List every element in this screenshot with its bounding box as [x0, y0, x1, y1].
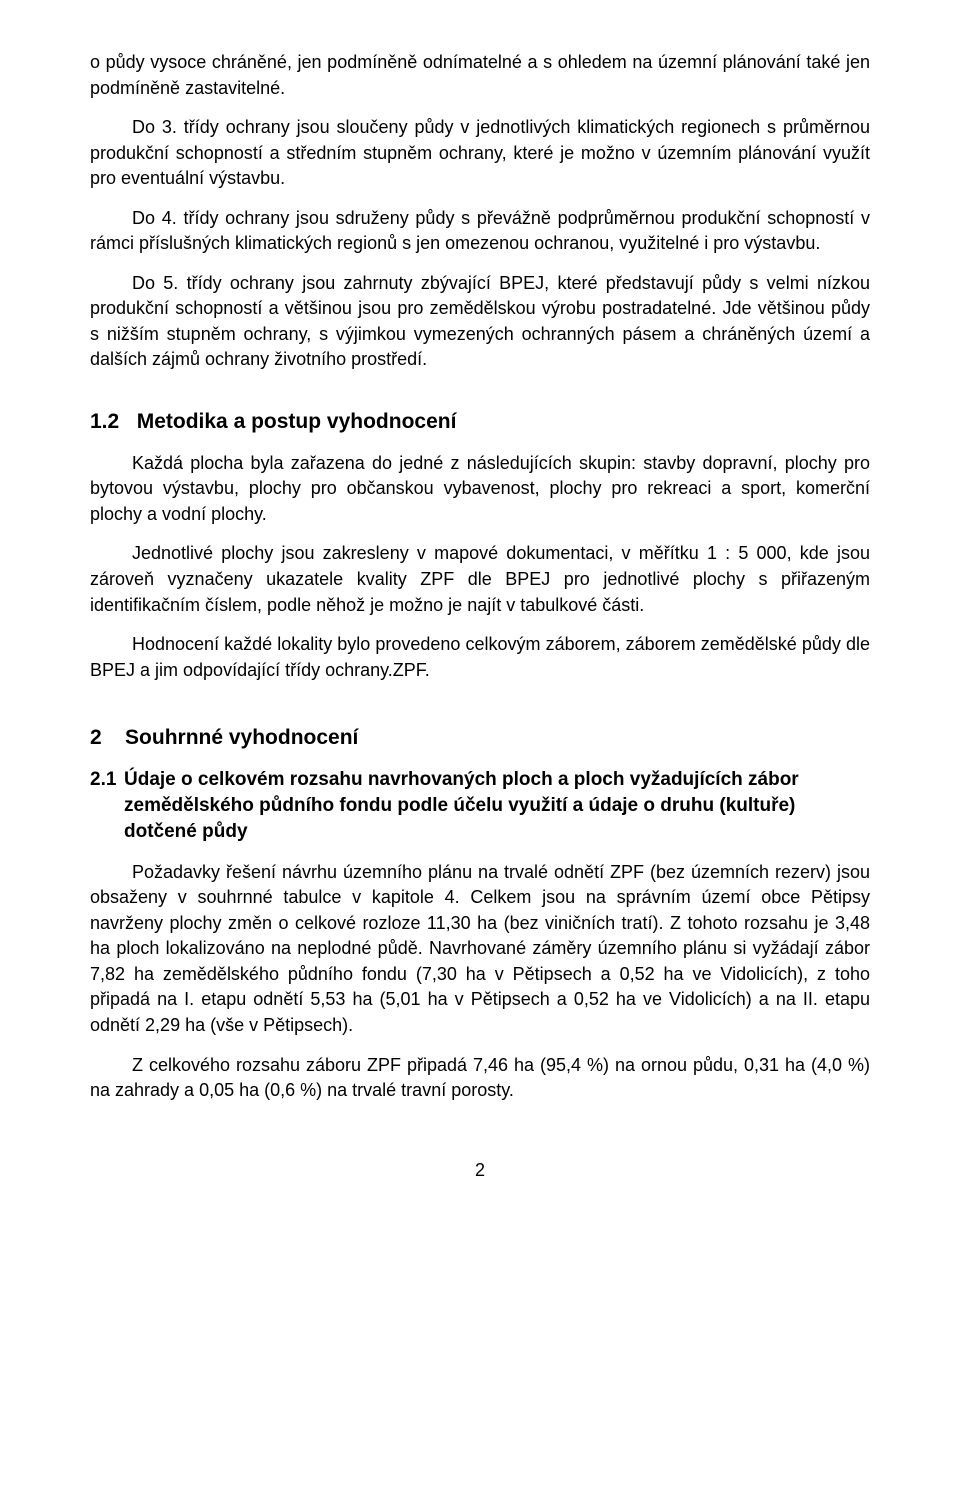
paragraph: Z celkového rozsahu záboru ZPF připadá 7…	[90, 1053, 870, 1104]
heading-number: 1.2	[90, 410, 119, 433]
heading-number: 2	[90, 726, 102, 749]
heading-text: Údaje o celkovém rozsahu navrhovaných pl…	[124, 767, 870, 846]
paragraph: Do 4. třídy ochrany jsou sdruženy půdy s…	[90, 206, 870, 257]
paragraph: Hodnocení každé lokality bylo provedeno …	[90, 632, 870, 683]
paragraph: Každá plocha byla zařazena do jedné z ná…	[90, 451, 870, 528]
paragraph: Do 5. třídy ochrany jsou zahrnuty zbývaj…	[90, 271, 870, 373]
paragraph: o půdy vysoce chráněné, jen podmíněně od…	[90, 50, 870, 101]
heading-text: Metodika a postup vyhodnocení	[137, 410, 457, 433]
heading-number: 2.1	[90, 767, 124, 846]
document-page: o půdy vysoce chráněné, jen podmíněně od…	[0, 0, 960, 1492]
paragraph: Do 3. třídy ochrany jsou sloučeny půdy v…	[90, 115, 870, 192]
heading-text: Souhrnné vyhodnocení	[125, 726, 358, 749]
page-number: 2	[90, 1158, 870, 1184]
heading-2: 2 Souhrnné vyhodnocení	[90, 723, 870, 753]
heading-1-2: 1.2 Metodika a postup vyhodnocení	[90, 407, 870, 437]
paragraph: Jednotlivé plochy jsou zakresleny v mapo…	[90, 541, 870, 618]
heading-2-1: 2.1 Údaje o celkovém rozsahu navrhovanýc…	[90, 767, 870, 846]
paragraph: Požadavky řešení návrhu územního plánu n…	[90, 860, 870, 1039]
